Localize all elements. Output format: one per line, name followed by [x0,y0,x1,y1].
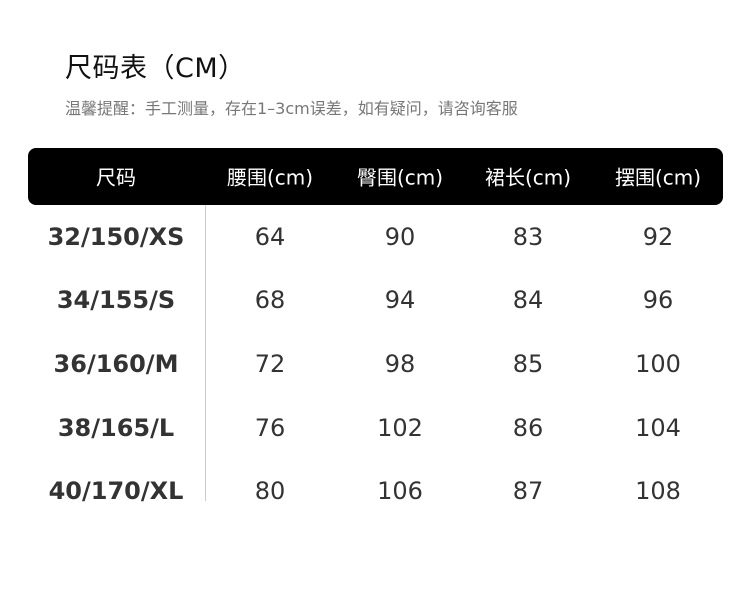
measurement-note: 温馨提醒：手工测量，存在1–3cm误差，如有疑问，请咨询客服 [65,99,518,118]
table-cell: 94 [384,286,416,314]
table-cell: 98 [384,350,416,378]
size-label: 38/165/L [57,414,175,442]
column-header: 腰围(cm) [226,165,314,190]
table-cell: 104 [635,414,681,442]
column-header: 摆围(cm) [614,165,702,190]
size-label: 34/155/S [56,286,176,314]
table-cell: 72 [254,350,286,378]
table-cell: 87 [512,477,544,505]
table-cell: 90 [384,223,416,251]
page-title: 尺码表（CM） [65,53,246,84]
size-label: 32/150/XS [47,223,185,251]
column-header: 尺码 [96,165,136,190]
table-cell: 84 [512,286,544,314]
table-cell: 64 [254,223,286,251]
table-cell: 106 [377,477,423,505]
table-cell: 85 [512,350,544,378]
table-cell: 86 [512,414,544,442]
table-cell: 92 [642,223,674,251]
table-cell: 83 [512,223,544,251]
table-cell: 100 [635,350,681,378]
table-cell: 96 [642,286,674,314]
column-header: 裙长(cm) [484,165,572,190]
table-header: 尺码 腰围(cm) 臀围(cm) 裙长(cm) 摆围(cm) [28,148,723,205]
column-divider [205,205,206,501]
table-cell: 80 [254,477,286,505]
table-cell: 76 [254,414,286,442]
size-label: 40/170/XL [48,477,184,505]
column-header: 臀围(cm) [356,165,444,190]
table-cell: 68 [254,286,286,314]
size-label: 36/160/M [53,350,179,378]
table-cell: 108 [635,477,681,505]
table-cell: 102 [377,414,423,442]
